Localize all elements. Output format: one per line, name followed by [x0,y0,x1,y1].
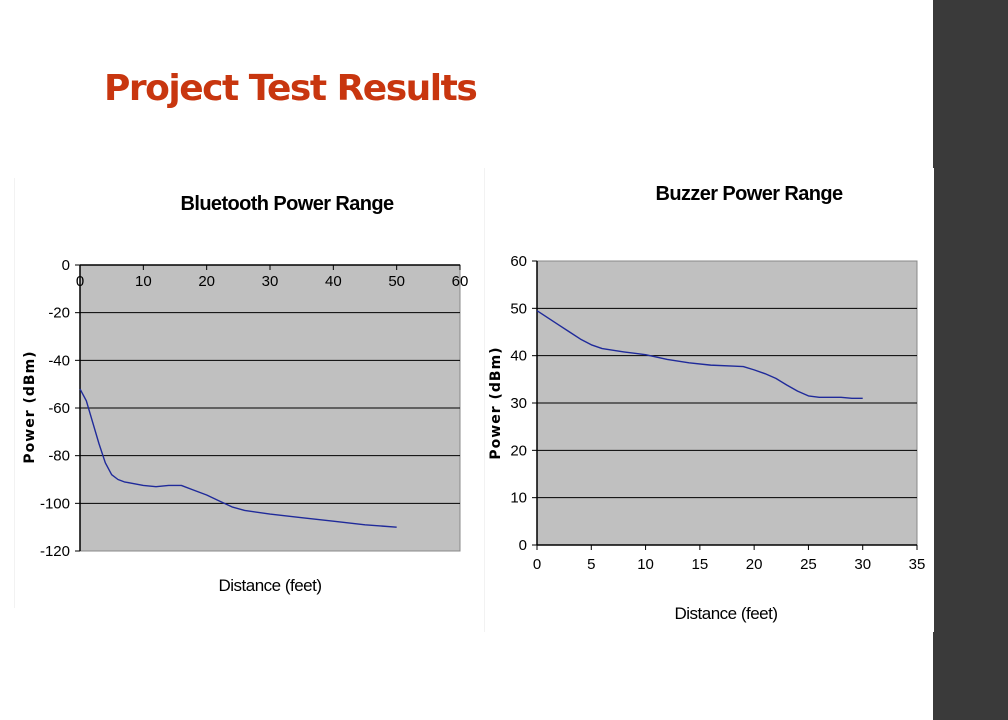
x-tick-label: 35 [909,556,926,573]
y-tick-label: 60 [510,253,527,270]
x-axis-label: Distance (feet) [674,604,777,623]
x-axis-label: Distance (feet) [218,576,321,595]
y-tick-label: 10 [510,490,527,507]
x-tick-label: 10 [637,556,654,573]
y-tick-label: -120 [40,543,70,560]
page-title: Project Test Results [104,68,478,109]
bluetooth-chart-svg: Bluetooth Power Range Distance (feet) Po… [22,193,469,595]
y-tick-label: -80 [48,448,70,465]
x-tick-label: 5 [587,556,595,573]
y-tick-label: 40 [510,348,527,365]
buzzer-chart: Buzzer Power Range Distance (feet) Power… [484,168,934,632]
bluetooth-chart: Bluetooth Power Range Distance (feet) Po… [14,178,475,608]
x-tick-label: 0 [76,273,84,290]
x-tick-label: 60 [452,273,469,290]
x-tick-label: 20 [746,556,763,573]
y-axis-label: Power (dBm) [22,350,38,463]
x-tick-label: 15 [692,556,709,573]
y-tick-label: 20 [510,442,527,459]
chart-title: Bluetooth Power Range [181,193,394,215]
x-tick-label: 30 [262,273,279,290]
x-tick-label: 25 [800,556,817,573]
y-tick-label: 50 [510,300,527,317]
y-tick-label: -100 [40,495,70,512]
y-tick-label: 0 [519,537,527,554]
y-tick-label: 0 [62,257,70,274]
y-tick-label: -60 [48,400,70,417]
series-line [536,310,863,399]
y-axis-label: Power (dBm) [488,346,504,459]
sidebar-bar [933,0,1008,720]
y-tick-label: -20 [48,305,70,322]
buzzer-chart-svg: Buzzer Power Range Distance (feet) Power… [488,183,926,623]
y-tick-label: -40 [48,352,70,369]
series-line [79,388,397,528]
y-tick-label: 30 [510,395,527,412]
x-tick-label: 50 [388,273,405,290]
chart-title: Buzzer Power Range [655,183,842,205]
x-tick-label: 40 [325,273,342,290]
x-tick-label: 10 [135,273,152,290]
x-tick-label: 30 [854,556,871,573]
x-tick-label: 0 [533,556,541,573]
x-tick-label: 20 [198,273,215,290]
